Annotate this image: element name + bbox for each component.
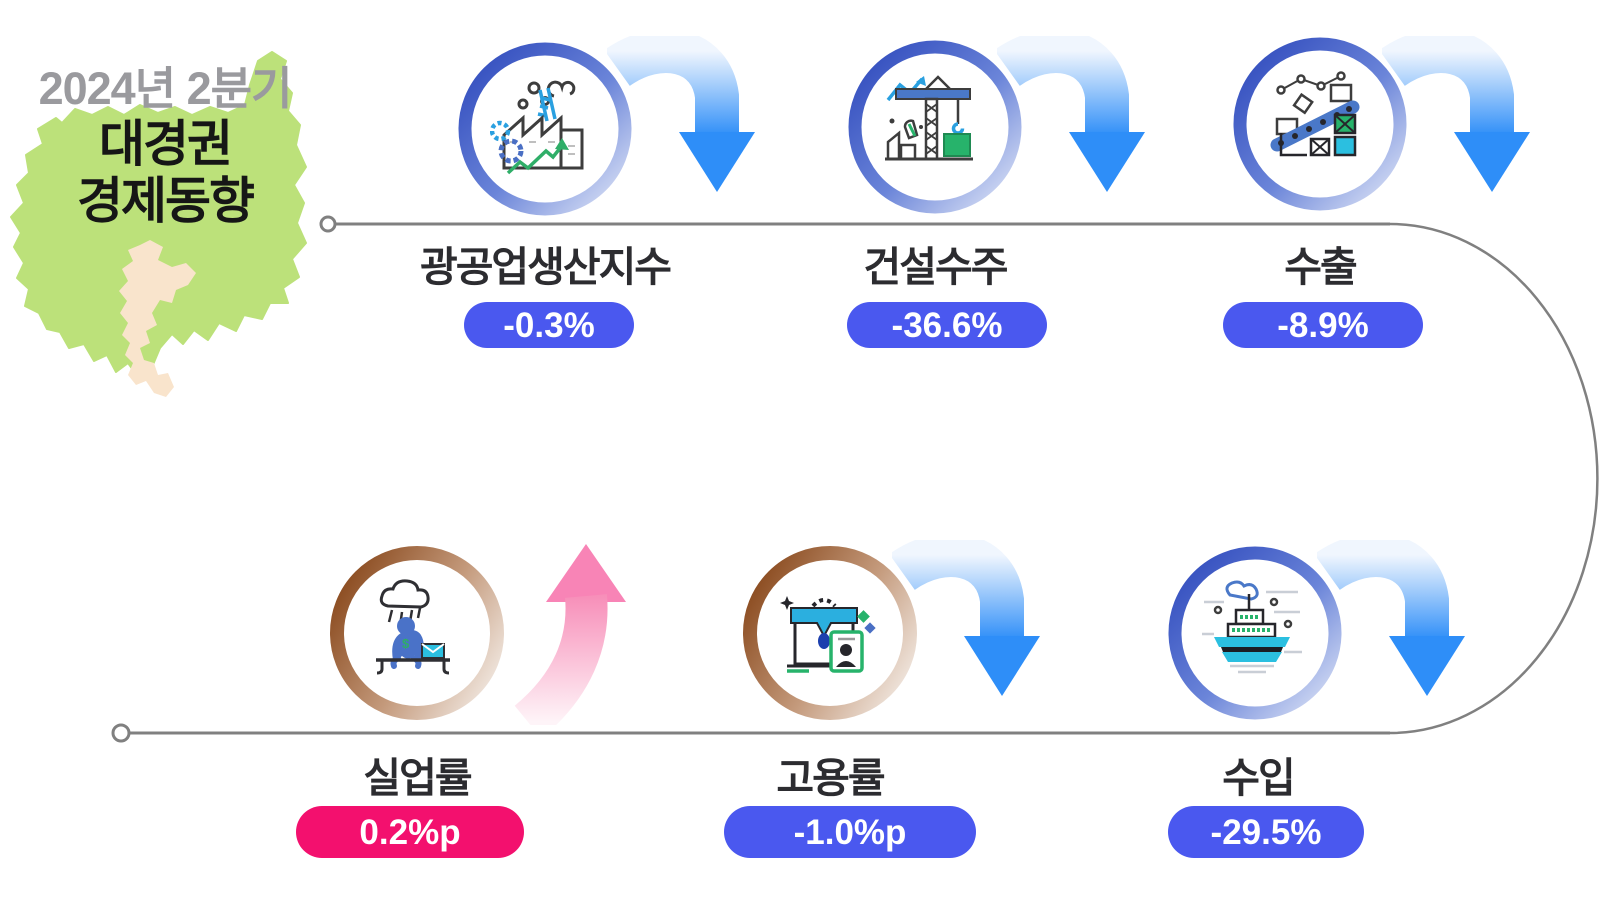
conveyor-export-icon <box>1270 71 1360 157</box>
indicator-circle <box>742 545 918 721</box>
indicator-label: 수출 <box>1284 244 1357 290</box>
down-arrow-icon <box>892 540 1040 696</box>
down-arrow-icon <box>1317 540 1465 696</box>
indicator-value-badge: -0.3% <box>464 302 634 348</box>
up-arrow-icon <box>514 544 626 725</box>
ship-import-icon <box>1202 580 1302 674</box>
indicator-circle <box>1232 36 1408 212</box>
indicator-value-badge: -1.0%p <box>724 806 976 858</box>
indicator-label: 광공업생산지수 <box>419 244 672 290</box>
briefcase-id-icon <box>780 596 876 673</box>
map-province-shape <box>10 51 307 379</box>
report-subject: 경제동향 <box>77 173 255 229</box>
map-city-shape <box>119 240 196 397</box>
indicator-circle <box>1167 545 1343 721</box>
indicator-value-badge: 0.2%p <box>296 806 524 858</box>
indicator-value-badge: -8.9% <box>1223 302 1423 348</box>
indicator-circle <box>457 41 633 217</box>
report-region: 대경권 <box>99 116 233 172</box>
report-period: 2024년 2분기 <box>38 63 293 114</box>
indicator-circle: $ <box>329 545 505 721</box>
down-arrow-icon <box>1382 36 1530 192</box>
indicator-label: 건설수주 <box>863 244 1009 290</box>
indicator-label: 고용률 <box>776 755 885 801</box>
jobless-person-icon: $ <box>376 579 450 675</box>
indicator-label: 실업률 <box>363 755 472 801</box>
indicator-circle <box>847 39 1023 215</box>
report-title: 대경권 경제동향 <box>0 116 330 230</box>
down-arrow-icon <box>997 36 1145 192</box>
factory-icon <box>490 80 584 175</box>
indicator-label: 수입 <box>1222 755 1295 801</box>
crane-icon <box>885 75 973 161</box>
svg-text:$: $ <box>402 636 410 651</box>
timeline-start-marker-bottom <box>111 723 131 743</box>
down-arrow-icon <box>607 36 755 192</box>
indicator-value-badge: -29.5% <box>1168 806 1364 858</box>
region-map <box>0 45 330 415</box>
indicator-value-badge: -36.6% <box>847 302 1047 348</box>
